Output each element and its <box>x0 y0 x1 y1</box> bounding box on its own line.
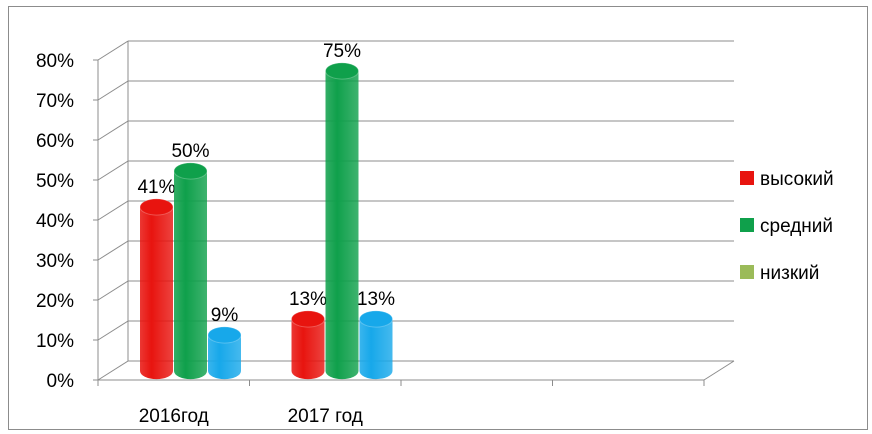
floor-edge <box>703 360 735 381</box>
depth-line <box>97 240 129 261</box>
depth-line <box>97 280 129 301</box>
legend-swatch <box>740 171 754 185</box>
bar <box>140 207 173 380</box>
y-tick-label: 70% <box>36 91 74 112</box>
bar <box>325 71 359 380</box>
data-label: 13% <box>357 289 395 310</box>
data-label: 9% <box>211 305 239 326</box>
bar-top <box>291 310 325 328</box>
bar-top <box>173 162 208 180</box>
bar <box>208 335 241 380</box>
legend-label: низкий <box>760 263 819 284</box>
y-tick-label: 10% <box>36 331 74 352</box>
y-tick-label: 60% <box>36 131 74 152</box>
depth-line <box>97 40 129 61</box>
y-tick-label: 50% <box>36 171 74 192</box>
depth-line <box>97 80 129 101</box>
y-tick-label: 0% <box>47 371 75 392</box>
legend-swatch <box>740 265 754 279</box>
legend-label: средний <box>760 216 833 237</box>
y-tick-label: 20% <box>36 291 74 312</box>
depth-line <box>97 120 129 141</box>
x-tick-label: 2017 год <box>288 406 363 427</box>
bar-top <box>207 326 242 344</box>
depth-line <box>97 160 129 181</box>
data-label: 50% <box>171 141 209 162</box>
bar <box>359 319 393 380</box>
data-label: 41% <box>137 177 175 198</box>
data-label: 75% <box>323 41 361 62</box>
y-tick-label: 40% <box>36 211 74 232</box>
data-label: 13% <box>289 289 327 310</box>
x-tick-label: 2016год <box>139 406 209 427</box>
bar-top <box>139 198 174 216</box>
y-tick-label: 80% <box>36 51 74 72</box>
depth-line <box>97 200 129 221</box>
y-tick-label: 30% <box>36 251 74 272</box>
depth-line <box>97 360 129 381</box>
legend-label: высокий <box>760 169 834 190</box>
bar-top <box>325 62 359 80</box>
legend-swatch <box>740 218 754 232</box>
bar-top <box>359 310 393 328</box>
depth-line <box>97 320 129 341</box>
bar <box>291 319 325 380</box>
bar <box>174 171 207 380</box>
